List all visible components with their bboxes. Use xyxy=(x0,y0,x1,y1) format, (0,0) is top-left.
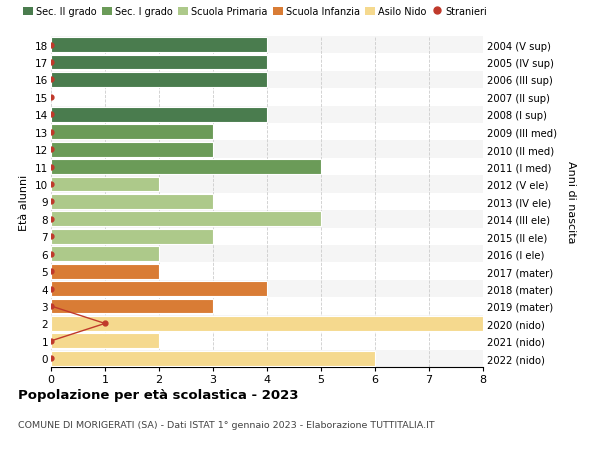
Bar xyxy=(51,158,483,176)
Bar xyxy=(51,228,483,246)
Bar xyxy=(51,176,483,193)
Bar xyxy=(51,332,483,350)
Bar xyxy=(51,264,159,279)
Bar xyxy=(51,246,483,263)
Bar xyxy=(51,211,483,228)
Text: Popolazione per età scolastica - 2023: Popolazione per età scolastica - 2023 xyxy=(18,388,299,401)
Bar xyxy=(51,160,321,174)
Bar xyxy=(51,195,213,209)
Bar xyxy=(51,247,159,262)
Bar xyxy=(51,350,483,367)
Bar xyxy=(51,299,213,313)
Bar xyxy=(51,54,483,72)
Y-axis label: Età alunni: Età alunni xyxy=(19,174,29,230)
Bar xyxy=(51,263,483,280)
Bar xyxy=(51,142,213,157)
Bar xyxy=(51,72,483,89)
Bar xyxy=(51,177,159,192)
Bar xyxy=(51,56,267,70)
Bar xyxy=(51,89,483,106)
Bar xyxy=(51,280,483,297)
Text: COMUNE DI MORIGERATI (SA) - Dati ISTAT 1° gennaio 2023 - Elaborazione TUTTITALIA: COMUNE DI MORIGERATI (SA) - Dati ISTAT 1… xyxy=(18,420,434,429)
Bar xyxy=(51,334,159,348)
Bar xyxy=(51,37,483,54)
Bar xyxy=(51,315,483,332)
Legend: Sec. II grado, Sec. I grado, Scuola Primaria, Scuola Infanzia, Asilo Nido, Stran: Sec. II grado, Sec. I grado, Scuola Prim… xyxy=(23,7,487,17)
Bar xyxy=(51,316,483,331)
Y-axis label: Anni di nascita: Anni di nascita xyxy=(566,161,575,243)
Bar xyxy=(51,193,483,211)
Bar xyxy=(51,123,483,141)
Bar xyxy=(51,297,483,315)
Bar xyxy=(51,230,213,244)
Bar xyxy=(51,351,375,366)
Bar xyxy=(51,125,213,140)
Bar xyxy=(51,281,267,297)
Bar xyxy=(51,107,267,123)
Bar xyxy=(51,73,267,88)
Bar xyxy=(51,106,483,123)
Bar xyxy=(51,212,321,227)
Bar xyxy=(51,141,483,158)
Bar xyxy=(51,38,267,53)
